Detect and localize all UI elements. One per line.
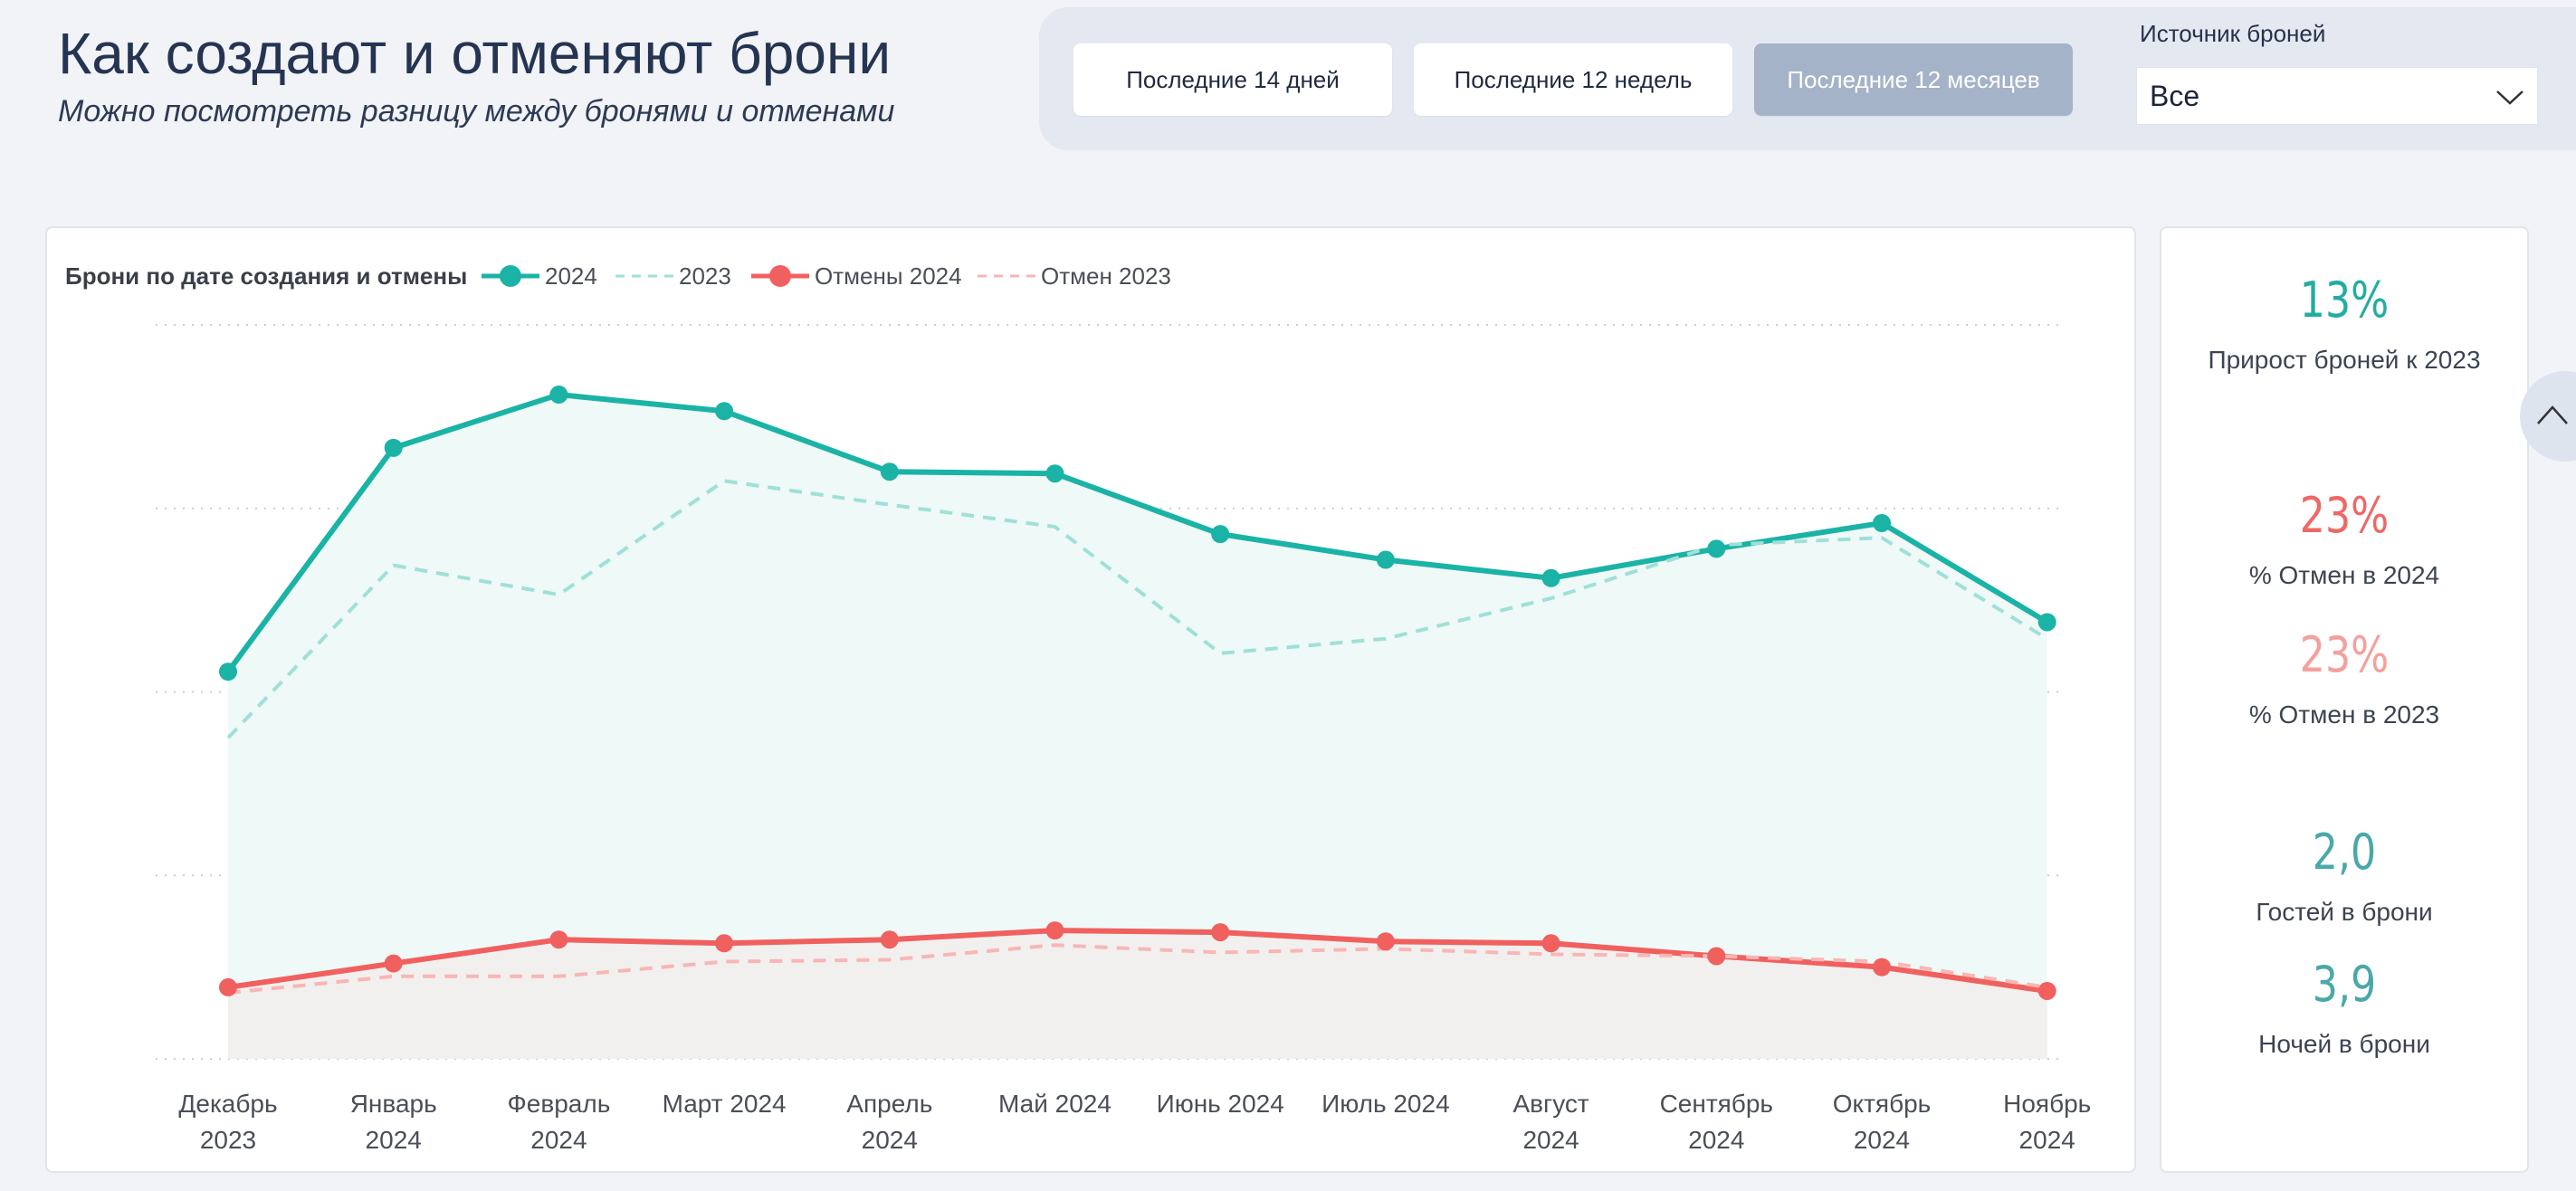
x-tick-label: Октябрь (1833, 1090, 1932, 1118)
data-point[interactable] (549, 930, 568, 949)
legend-item-0[interactable]: 2024 (482, 262, 597, 290)
data-point[interactable] (1873, 513, 1891, 532)
kpi-cancel-2024-value: 23% (2299, 487, 2390, 544)
data-point[interactable] (1707, 539, 1726, 558)
data-point[interactable] (1376, 550, 1395, 569)
legend-label: Отмен 2023 (1041, 262, 1171, 290)
x-tick-label: 2024 (1854, 1126, 1910, 1154)
x-tick-label: 2024 (1688, 1126, 1744, 1154)
data-point[interactable] (1541, 568, 1560, 587)
data-point[interactable] (1211, 923, 1230, 942)
data-point[interactable] (715, 934, 734, 953)
x-tick-label: Апрель (846, 1090, 932, 1118)
x-tick-label: Декабрь (178, 1090, 277, 1118)
chart-title: Брони по дате создания и отмены (65, 262, 467, 290)
source-dropdown-value: Все (2150, 79, 2200, 112)
kpi-cancel-2023-label: % Отмен в 2023 (2248, 700, 2440, 729)
x-tick-label: Сентябрь (1660, 1090, 1773, 1118)
x-tick-label: 2024 (1522, 1126, 1579, 1154)
x-tick-label: Июль 2024 (1321, 1090, 1450, 1118)
x-tick-label: Январь (350, 1090, 437, 1118)
x-tick-label: 2024 (366, 1126, 422, 1154)
page-title: Как создают и отменяют брони (58, 21, 892, 86)
legend-marker (769, 265, 791, 287)
legend-item-2[interactable]: Отмены 2024 (751, 262, 962, 290)
x-tick-label: Август (1512, 1090, 1589, 1118)
data-point[interactable] (2037, 613, 2056, 632)
legend-marker (500, 265, 521, 287)
series-line-0 (225, 392, 2049, 673)
kpi-nights-value: 3,9 (2312, 956, 2377, 1013)
data-point[interactable] (2037, 981, 2056, 1000)
kpi-growth-label: Прирост броней к 2023 (2208, 346, 2481, 374)
data-point[interactable] (384, 438, 403, 457)
data-point[interactable] (1873, 958, 1891, 977)
data-point[interactable] (219, 662, 237, 681)
legend-item-1[interactable]: 2023 (615, 262, 731, 290)
data-point[interactable] (1045, 921, 1064, 940)
page-subtitle: Можно посмотреть разницу между бронями и… (58, 94, 895, 129)
data-point[interactable] (384, 954, 403, 973)
x-tick-label: Февраль (507, 1090, 610, 1118)
period-14-days-button[interactable]: Последние 14 дней (1073, 43, 1392, 116)
data-point[interactable] (1211, 525, 1230, 544)
kpi-guests-label: Гостей в брони (2256, 898, 2433, 926)
kpi-cancel-2024-label: % Отмен в 2024 (2248, 561, 2440, 589)
source-dropdown[interactable]: Все (2136, 67, 2538, 125)
legend-item-3[interactable]: Отмен 2023 (978, 262, 1171, 290)
kpi-guests-value: 2,0 (2312, 824, 2377, 881)
series-area-2 (228, 930, 2047, 1059)
data-point[interactable] (1045, 464, 1064, 483)
data-point[interactable] (1541, 934, 1560, 953)
data-point[interactable] (715, 402, 734, 421)
kpi-growth-value: 13% (2299, 272, 2390, 329)
data-point[interactable] (880, 462, 899, 481)
data-point[interactable] (1376, 932, 1395, 951)
period-12-weeks-button[interactable]: Последние 12 недель (1414, 43, 1732, 116)
x-tick-label: 2024 (2019, 1126, 2075, 1154)
x-tick-label: Май 2024 (998, 1090, 1111, 1118)
data-point[interactable] (880, 930, 899, 949)
data-point[interactable] (1707, 947, 1726, 966)
chevron-down-icon (2496, 91, 2524, 105)
kpi-card: 13% Прирост броней к 2023 23% % Отмен в … (2160, 226, 2529, 1173)
chevron-up-icon (2537, 405, 2568, 424)
legend-label: Отмены 2024 (815, 262, 962, 290)
x-tick-label: 2023 (200, 1126, 256, 1154)
series-area-0 (228, 395, 2047, 1059)
x-tick-label: 2024 (862, 1126, 918, 1154)
x-tick-label: Март 2024 (663, 1090, 787, 1118)
source-label: Источник броней (2140, 20, 2326, 47)
x-tick-label: Ноябрь (2003, 1090, 2091, 1118)
x-tick-label: 2024 (530, 1126, 587, 1154)
period-12-months-button[interactable]: Последние 12 месяцев (1754, 43, 2073, 116)
data-point[interactable] (549, 386, 568, 405)
series-line-1 (226, 479, 2048, 739)
chart-card: Декабрь 2023 Январь 2024 Февраль 2024 Март 202… (45, 226, 2136, 1173)
bookings-chart: Декабрь 2023 Январь 2024 Февраль 2024 Март 202… (65, 262, 2091, 1154)
legend-label: 2023 (679, 262, 731, 290)
kpi-nights-label: Ночей в брони (2258, 1030, 2430, 1058)
data-point[interactable] (219, 977, 237, 996)
kpi-cancel-2023-value: 23% (2299, 626, 2390, 683)
series-line-2 (227, 928, 2048, 994)
legend-label: 2024 (545, 262, 597, 290)
x-tick-label: Июнь 2024 (1157, 1090, 1284, 1118)
